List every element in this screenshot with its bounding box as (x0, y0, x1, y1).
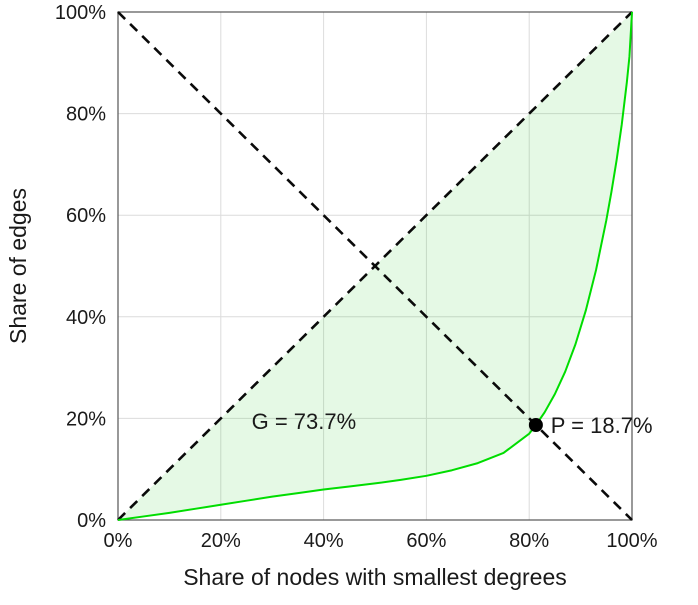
y-tick-label: 60% (66, 205, 106, 227)
x-tick-label: 40% (304, 530, 344, 552)
y-tick-label: 0% (77, 510, 106, 532)
lorenz-curve (117, 11, 633, 521)
y-tick-label: 100% (55, 2, 106, 24)
anti-diagonal-line (117, 11, 633, 521)
y-tick-label: 80% (66, 104, 106, 126)
y-axis-label: Share of edges (5, 188, 31, 344)
y-tick-label: 40% (66, 307, 106, 329)
x-tick-label: 100% (606, 530, 657, 552)
p-point-marker (528, 418, 543, 433)
x-axis-label: Share of nodes with smallest degrees (183, 564, 567, 590)
gridlines (118, 12, 632, 520)
x-tick-label: 60% (406, 530, 446, 552)
y-tick-labels: 0% 20% 40% 60% 80% 100% (55, 2, 106, 532)
p-value-label: P = 18.7% (551, 413, 653, 438)
x-tick-label: 0% (104, 530, 133, 552)
x-tick-label: 20% (201, 530, 241, 552)
y-tick-label: 20% (66, 408, 106, 430)
plot-border (117, 11, 633, 521)
x-tick-labels: 0% 20% 40% 60% 80% 100% (104, 530, 658, 552)
x-tick-label: 80% (509, 530, 549, 552)
gini-value-label: G = 73.7% (252, 409, 357, 434)
